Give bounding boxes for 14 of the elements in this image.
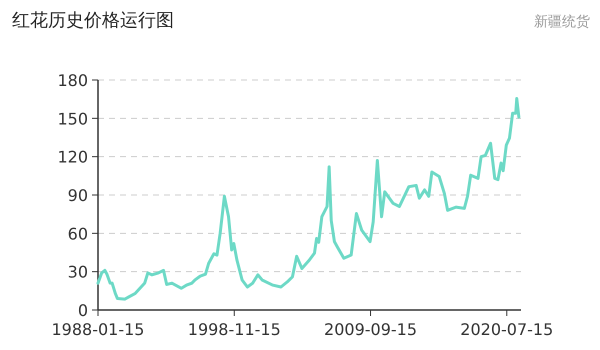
subtitle: 新疆统货 [534, 14, 590, 30]
x-tick-label: 2020-07-15 [460, 320, 554, 339]
x-tick-label: 1998-11-15 [188, 320, 281, 339]
y-tick-label: 30 [68, 262, 88, 282]
y-tick-label: 180 [57, 71, 88, 90]
line-series [96, 97, 520, 301]
y-tick-label: 150 [57, 109, 88, 128]
y-tick-label: 120 [57, 148, 88, 167]
title: 红花历史价格运行图 [12, 10, 174, 31]
y-tick-label: 60 [68, 224, 88, 244]
y-tick-label: 90 [68, 186, 88, 205]
x-tick-label: 1988-01-15 [52, 320, 144, 339]
x-tick-label: 2009-09-15 [324, 320, 418, 339]
y-tick-label: 0 [78, 301, 88, 320]
